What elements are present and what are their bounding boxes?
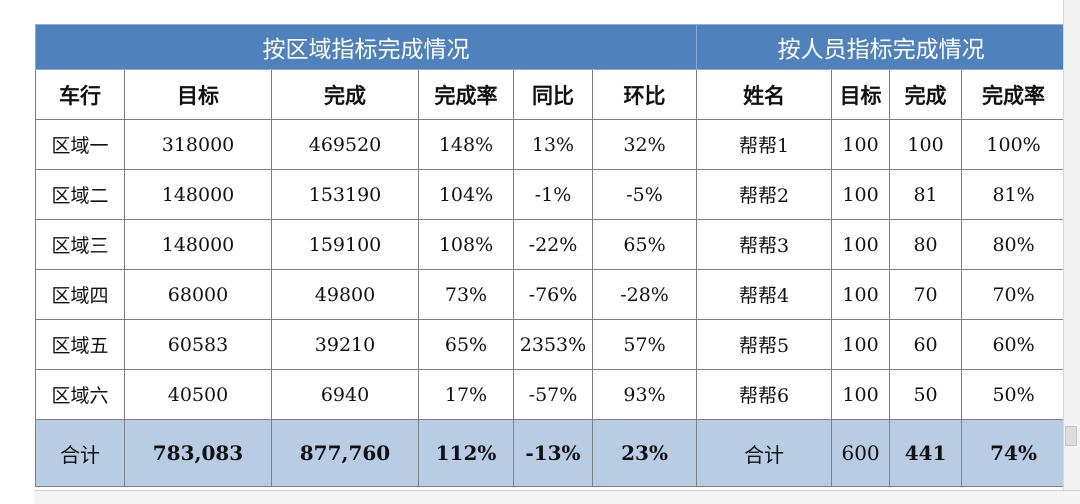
cell-completed[interactable]: 159100 — [271, 219, 419, 270]
cell-person-rate[interactable]: 81% — [961, 169, 1067, 220]
cell-region[interactable]: 区域四 — [35, 269, 125, 320]
total-rate[interactable]: 112% — [418, 419, 514, 487]
vertical-scrollbar[interactable] — [1063, 0, 1080, 503]
cell-completed[interactable]: 153190 — [271, 169, 419, 220]
table-row: 区域六 40500 6940 17% -57% 93% 帮帮6 100 50 50% — [35, 369, 1067, 420]
total-label[interactable]: 合计 — [35, 419, 125, 487]
cell-completed[interactable]: 49800 — [271, 269, 419, 320]
cell-person-completed[interactable]: 80 — [889, 219, 963, 270]
col-header-person-rate[interactable]: 完成率 — [961, 69, 1067, 120]
cell-person-completed[interactable]: 70 — [889, 269, 963, 320]
cell-name[interactable]: 帮帮4 — [696, 269, 833, 320]
cell-person-completed[interactable]: 60 — [889, 319, 963, 370]
title-row: 按区域指标完成情况 按人员指标完成情况 — [34, 24, 1067, 70]
col-header-mom[interactable]: 环比 — [591, 69, 698, 120]
cell-rate[interactable]: 108% — [418, 219, 514, 270]
cell-rate[interactable]: 148% — [418, 119, 514, 170]
cell-person-target[interactable]: 100 — [831, 369, 891, 420]
cell-target[interactable]: 68000 — [124, 269, 272, 320]
cell-person-rate[interactable]: 70% — [961, 269, 1067, 320]
total-row: 合计 783,083 877,760 112% -13% 23% 合计 600 … — [35, 419, 1067, 487]
cell-person-target[interactable]: 100 — [831, 219, 891, 270]
table-row: 区域三 148000 159100 108% -22% 65% 帮帮3 100 80 80% — [35, 219, 1067, 270]
cell-name[interactable]: 帮帮5 — [696, 319, 833, 370]
cell-person-completed[interactable]: 100 — [889, 119, 963, 170]
cell-mom[interactable]: 93% — [591, 369, 698, 420]
person-section-title: 按人员指标完成情况 — [696, 24, 1067, 70]
cell-target[interactable]: 60583 — [124, 319, 272, 370]
column-header-row: 车行 目标 完成 完成率 同比 环比 姓名 目标 完成 完成率 — [35, 69, 1067, 120]
total-person-completed[interactable]: 441 — [889, 419, 963, 487]
cell-target[interactable]: 40500 — [124, 369, 272, 420]
cell-yoy[interactable]: -22% — [513, 219, 593, 270]
cell-region[interactable]: 区域一 — [35, 119, 125, 170]
cell-yoy[interactable]: 13% — [513, 119, 593, 170]
cell-region[interactable]: 区域六 — [35, 369, 125, 420]
cell-person-completed[interactable]: 81 — [889, 169, 963, 220]
cell-mom[interactable]: 32% — [591, 119, 698, 170]
cell-mom[interactable]: 65% — [591, 219, 698, 270]
cell-name[interactable]: 帮帮3 — [696, 219, 833, 270]
total-mom[interactable]: 23% — [591, 419, 698, 487]
cell-yoy[interactable]: -76% — [513, 269, 593, 320]
cell-target[interactable]: 148000 — [124, 219, 272, 270]
cell-mom[interactable]: -28% — [591, 269, 698, 320]
cell-person-rate[interactable]: 60% — [961, 319, 1067, 370]
cell-target[interactable]: 318000 — [124, 119, 272, 170]
cell-name[interactable]: 帮帮1 — [696, 119, 833, 170]
total-person-rate[interactable]: 74% — [961, 419, 1067, 487]
col-header-dealer[interactable]: 车行 — [35, 69, 125, 120]
col-header-person-completed[interactable]: 完成 — [889, 69, 963, 120]
total-person-target[interactable]: 600 — [831, 419, 891, 487]
region-section-title: 按区域指标完成情况 — [34, 24, 698, 70]
total-yoy[interactable]: -13% — [513, 419, 593, 487]
cell-region[interactable]: 区域二 — [35, 169, 125, 220]
col-header-name[interactable]: 姓名 — [696, 69, 833, 120]
cell-person-rate[interactable]: 100% — [961, 119, 1067, 170]
col-header-completion-rate[interactable]: 完成率 — [418, 69, 514, 120]
cell-name[interactable]: 帮帮2 — [696, 169, 833, 220]
cell-completed[interactable]: 469520 — [271, 119, 419, 170]
total-completed[interactable]: 877,760 — [271, 419, 419, 487]
total-target[interactable]: 783,083 — [124, 419, 272, 487]
cell-mom[interactable]: -5% — [591, 169, 698, 220]
table-row: 区域一 318000 469520 148% 13% 32% 帮帮1 100 100 100% — [35, 119, 1067, 170]
cell-region[interactable]: 区域五 — [35, 319, 125, 370]
cell-person-target[interactable]: 100 — [831, 169, 891, 220]
col-header-yoy[interactable]: 同比 — [513, 69, 593, 120]
cell-yoy[interactable]: -1% — [513, 169, 593, 220]
table-row: 区域四 68000 49800 73% -76% -28% 帮帮4 100 70 70% — [35, 269, 1067, 320]
cell-rate[interactable]: 17% — [418, 369, 514, 420]
cell-region[interactable]: 区域三 — [35, 219, 125, 270]
cell-yoy[interactable]: 2353% — [513, 319, 593, 370]
cell-rate[interactable]: 104% — [418, 169, 514, 220]
horizontal-scrollbar[interactable] — [34, 490, 1080, 504]
cell-person-target[interactable]: 100 — [831, 269, 891, 320]
col-header-person-target[interactable]: 目标 — [831, 69, 891, 120]
cell-yoy[interactable]: -57% — [513, 369, 593, 420]
cell-mom[interactable]: 57% — [591, 319, 698, 370]
cell-person-rate[interactable]: 80% — [961, 219, 1067, 270]
cell-person-rate[interactable]: 50% — [961, 369, 1067, 420]
cell-rate[interactable]: 73% — [418, 269, 514, 320]
cell-rate[interactable]: 65% — [418, 319, 514, 370]
cell-person-completed[interactable]: 50 — [889, 369, 963, 420]
cell-name[interactable]: 帮帮6 — [696, 369, 833, 420]
cell-completed[interactable]: 39210 — [271, 319, 419, 370]
col-header-target[interactable]: 目标 — [124, 69, 272, 120]
table-row: 区域五 60583 39210 65% 2353% 57% 帮帮5 100 60 60% — [35, 319, 1067, 370]
performance-table: 按区域指标完成情况 按人员指标完成情况 车行 目标 完成 完成率 同比 环比 姓… — [34, 24, 1067, 487]
cell-target[interactable]: 148000 — [124, 169, 272, 220]
col-header-completed[interactable]: 完成 — [271, 69, 419, 120]
table-row: 区域二 148000 153190 104% -1% -5% 帮帮2 100 81 81% — [35, 169, 1067, 220]
cell-person-target[interactable]: 100 — [831, 319, 891, 370]
cell-person-target[interactable]: 100 — [831, 119, 891, 170]
scrollbar-thumb[interactable] — [1065, 426, 1077, 446]
cell-completed[interactable]: 6940 — [271, 369, 419, 420]
total-person-label[interactable]: 合计 — [696, 419, 833, 487]
